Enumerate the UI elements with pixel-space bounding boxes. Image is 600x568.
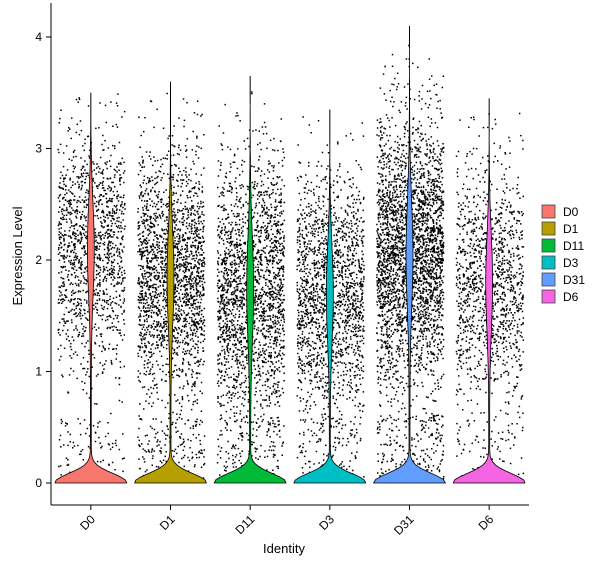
x-axis-title: Identity (263, 541, 305, 556)
y-tick-label: 0 (35, 476, 42, 490)
legend-swatch-D6 (541, 289, 556, 304)
y-tick-label: 4 (35, 30, 42, 44)
legend: D0 D1 D11 D3 D31 D6 (541, 204, 585, 304)
violins (54, 25, 526, 484)
legend-label-D11: D11 (563, 239, 584, 253)
violin-D31 (372, 48, 447, 484)
legend-swatch-D31 (541, 272, 556, 287)
legend-swatch-D0 (541, 204, 556, 219)
y-axis-title: Expression Level (10, 206, 25, 305)
violin-D1 (134, 137, 207, 484)
jitter-points-D3 (296, 116, 365, 482)
legend-swatch-D1 (541, 221, 556, 236)
violin-D6 (452, 126, 526, 484)
y-tick-label: 1 (35, 365, 42, 379)
legend-swatch-D11 (541, 238, 556, 253)
violin-D11 (213, 103, 287, 484)
y-tick-label: 2 (35, 253, 42, 267)
legend-label-D0: D0 (563, 205, 579, 219)
y-tick-label: 3 (35, 142, 42, 156)
legend-label-D3: D3 (563, 256, 579, 270)
jitter-points-D31 (376, 44, 445, 483)
y-axis-ticks: 0 1 2 3 4 (35, 30, 51, 490)
jitter-points-D11 (216, 91, 286, 483)
legend-swatch-D3 (541, 255, 556, 270)
legend-label-D6: D6 (563, 290, 579, 304)
jitter-points-D1 (137, 92, 206, 483)
legend-label-D1: D1 (563, 222, 579, 236)
legend-label-D31: D31 (563, 273, 585, 287)
